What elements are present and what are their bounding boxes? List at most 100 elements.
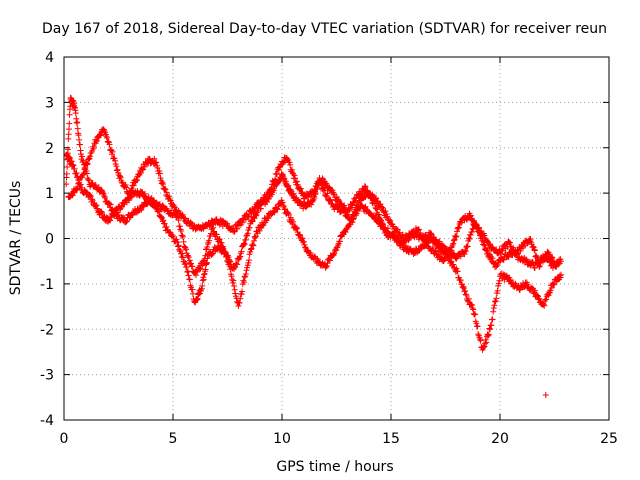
- data-point: [455, 224, 462, 231]
- data-point: [241, 279, 248, 286]
- data-point: [308, 201, 315, 208]
- data-point: [223, 252, 230, 259]
- data-point: [199, 282, 206, 289]
- data-point: [290, 170, 297, 177]
- data-point: [376, 211, 383, 218]
- data-point: [548, 254, 555, 261]
- data-point: [74, 119, 81, 126]
- data-point: [70, 162, 77, 169]
- data-point: [157, 213, 164, 220]
- data-point: [272, 176, 279, 183]
- data-point: [540, 301, 547, 308]
- data-point: [480, 239, 487, 246]
- data-point: [297, 232, 304, 239]
- data-point: [302, 244, 309, 251]
- data-point: [84, 160, 91, 167]
- data-point: [243, 233, 250, 239]
- data-point: [548, 284, 555, 291]
- data-point: [392, 233, 399, 240]
- data-point: [460, 283, 467, 290]
- y-tick-label: -2: [40, 322, 54, 338]
- data-point: [393, 226, 400, 233]
- data-point: [542, 392, 549, 399]
- data-point: [86, 155, 93, 162]
- data-point: [93, 202, 100, 209]
- data-point: [481, 242, 488, 249]
- data-point: [451, 236, 458, 243]
- data-point: [66, 154, 73, 161]
- data-point: [174, 239, 181, 246]
- data-point: [79, 153, 86, 160]
- data-point: [177, 226, 184, 233]
- data-point: [122, 181, 129, 188]
- data-point: [465, 235, 472, 242]
- data-point: [472, 311, 479, 318]
- data-point: [475, 225, 482, 232]
- data-point: [290, 218, 297, 225]
- data-point: [462, 247, 469, 254]
- x-tick-label: 20: [491, 431, 509, 447]
- data-point: [365, 190, 372, 197]
- data-point: [488, 253, 495, 260]
- data-point: [271, 209, 278, 216]
- data-point: [432, 238, 439, 245]
- data-point: [474, 323, 481, 330]
- data-point: [531, 246, 538, 253]
- data-point: [534, 255, 541, 262]
- data-point: [323, 262, 330, 269]
- data-point: [114, 166, 121, 173]
- data-point: [160, 181, 167, 188]
- data-point: [486, 325, 493, 332]
- data-point: [361, 183, 368, 190]
- data-point: [97, 132, 104, 139]
- data-point: [186, 257, 193, 264]
- data-point: [64, 170, 70, 177]
- data-point: [204, 243, 211, 250]
- data-point: [349, 215, 356, 222]
- data-point: [206, 222, 213, 229]
- data-point: [153, 159, 160, 166]
- data-point: [175, 242, 182, 249]
- data-point: [197, 265, 204, 272]
- data-point: [379, 204, 386, 211]
- data-point: [424, 239, 431, 246]
- data-point: [230, 277, 237, 284]
- data-point: [379, 220, 386, 227]
- data-point: [178, 253, 185, 260]
- data-point: [282, 205, 289, 212]
- data-point: [166, 228, 173, 235]
- data-point: [160, 217, 167, 224]
- data-point: [276, 164, 283, 171]
- data-point: [489, 316, 496, 323]
- data-point: [111, 212, 118, 219]
- data-point: [185, 253, 192, 260]
- data-point: [106, 200, 113, 207]
- data-point: [257, 205, 264, 212]
- data-point: [156, 170, 163, 177]
- data-point: [218, 239, 225, 246]
- data-point: [186, 276, 193, 283]
- data-point: [158, 180, 165, 187]
- data-point: [178, 227, 185, 234]
- data-point: [314, 184, 321, 191]
- data-point: [249, 241, 256, 248]
- data-point: [87, 153, 94, 160]
- data-point: [348, 216, 355, 223]
- data-point: [251, 205, 258, 212]
- data-point: [176, 246, 183, 253]
- data-point: [220, 246, 227, 253]
- data-point: [461, 251, 468, 258]
- data-point: [184, 268, 191, 275]
- data-point: [454, 225, 461, 232]
- data-point: [242, 236, 249, 243]
- data-point: [468, 229, 475, 236]
- data-point: [394, 226, 401, 233]
- data-point: [492, 298, 499, 305]
- data-point: [123, 184, 130, 191]
- data-point: [189, 286, 196, 293]
- data-point: [80, 171, 87, 178]
- data-point: [460, 285, 467, 292]
- data-point: [69, 161, 76, 168]
- data-point: [66, 120, 73, 127]
- data-point: [483, 237, 490, 244]
